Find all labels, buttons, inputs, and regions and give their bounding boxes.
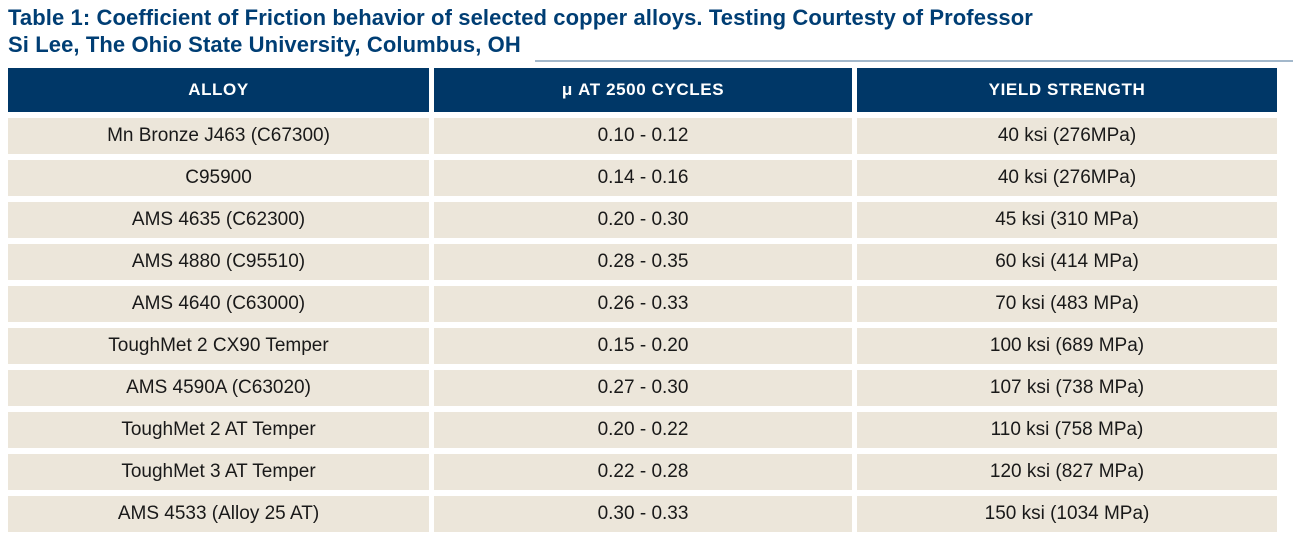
- table-row: ToughMet 2 AT Temper 0.20 - 0.22 110 ksi (…: [8, 412, 1277, 448]
- caption-line2: Si Lee, The Ohio State University, Colum…: [8, 32, 521, 57]
- table-row: AMS 4635 (C62300) 0.20 - 0.30 45 ksi (310 …: [8, 202, 1277, 238]
- yield-strength-cell: 40 ksi (276MPa): [857, 118, 1277, 154]
- alloy-cell: ToughMet 3 AT Temper: [8, 454, 429, 490]
- yield-strength-cell: 107 ksi (738 MPa): [857, 370, 1277, 406]
- table-row: ToughMet 2 CX90 Temper 0.15 - 0.20 100 ksi…: [8, 328, 1277, 364]
- table-row: AMS 4880 (C95510) 0.28 - 0.35 60 ksi (414 …: [8, 244, 1277, 280]
- table-row: AMS 4590A (C63020) 0.27 - 0.30 107 ksi (73…: [8, 370, 1277, 406]
- alloy-cell: Mn Bronze J463 (C67300): [8, 118, 429, 154]
- yield-strength-cell: 120 ksi (827 MPa): [857, 454, 1277, 490]
- alloy-cell: AMS 4635 (C62300): [8, 202, 429, 238]
- alloy-cell: C95900: [8, 160, 429, 196]
- table-caption: Table 1: Coefficient of Friction behavio…: [8, 4, 1033, 58]
- alloy-cell: AMS 4533 (Alloy 25 AT): [8, 496, 429, 532]
- yield-strength-cell: 60 ksi (414 MPa): [857, 244, 1277, 280]
- table-row: C95900 0.14 - 0.16 40 ksi (276MPa): [8, 160, 1277, 196]
- table-row: AMS 4640 (C63000) 0.26 - 0.33 70 ksi (483 …: [8, 286, 1277, 322]
- table-row: Mn Bronze J463 (C67300) 0.10 - 0.12 40 ksi…: [8, 118, 1277, 154]
- mu-cell: 0.26 - 0.33: [434, 286, 852, 322]
- header-row: ALLOY μ AT 2500 CYCLES YIELD STRENGTH: [8, 68, 1277, 112]
- col-header-alloy: ALLOY: [8, 68, 429, 112]
- alloy-cell: AMS 4880 (C95510): [8, 244, 429, 280]
- mu-cell: 0.30 - 0.33: [434, 496, 852, 532]
- alloy-cell: ToughMet 2 AT Temper: [8, 412, 429, 448]
- yield-strength-cell: 100 ksi (689 MPa): [857, 328, 1277, 364]
- mu-cell: 0.10 - 0.12: [434, 118, 852, 154]
- alloy-cell: AMS 4590A (C63020): [8, 370, 429, 406]
- yield-strength-cell: 110 ksi (758 MPa): [857, 412, 1277, 448]
- alloy-cell: AMS 4640 (C63000): [8, 286, 429, 322]
- col-header-mu-at-2500-cycles: μ AT 2500 CYCLES: [434, 68, 852, 112]
- caption-rule: [535, 60, 1293, 62]
- caption-line1: Table 1: Coefficient of Friction behavio…: [8, 5, 1033, 30]
- table-header: ALLOY μ AT 2500 CYCLES YIELD STRENGTH: [8, 68, 1277, 112]
- mu-cell: 0.14 - 0.16: [434, 160, 852, 196]
- table-body: Mn Bronze J463 (C67300) 0.10 - 0.12 40 ksi…: [8, 118, 1277, 532]
- col-header-yield-strength: YIELD STRENGTH: [857, 68, 1277, 112]
- mu-cell: 0.15 - 0.20: [434, 328, 852, 364]
- table-row: AMS 4533 (Alloy 25 AT) 0.30 - 0.33 150 ksi…: [8, 496, 1277, 532]
- mu-cell: 0.28 - 0.35: [434, 244, 852, 280]
- yield-strength-cell: 150 ksi (1034 MPa): [857, 496, 1277, 532]
- mu-cell: 0.27 - 0.30: [434, 370, 852, 406]
- yield-strength-cell: 40 ksi (276MPa): [857, 160, 1277, 196]
- mu-cell: 0.22 - 0.28: [434, 454, 852, 490]
- yield-strength-cell: 70 ksi (483 MPa): [857, 286, 1277, 322]
- table-row: ToughMet 3 AT Temper 0.22 - 0.28 120 ksi (…: [8, 454, 1277, 490]
- alloy-cell: ToughMet 2 CX90 Temper: [8, 328, 429, 364]
- mu-cell: 0.20 - 0.22: [434, 412, 852, 448]
- mu-cell: 0.20 - 0.30: [434, 202, 852, 238]
- friction-table: ALLOY μ AT 2500 CYCLES YIELD STRENGTH Mn…: [3, 62, 1282, 538]
- yield-strength-cell: 45 ksi (310 MPa): [857, 202, 1277, 238]
